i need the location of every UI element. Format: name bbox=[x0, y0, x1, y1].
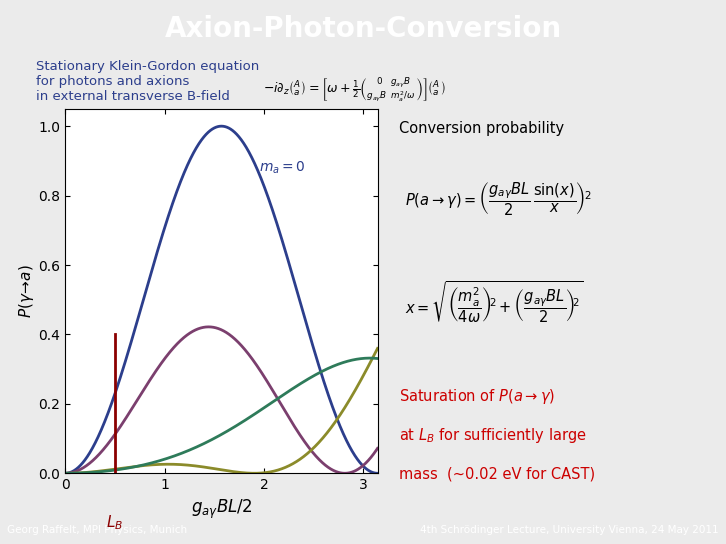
Text: Axion-Photon-Conversion: Axion-Photon-Conversion bbox=[164, 15, 562, 42]
Text: $m_a = 0$: $m_a = 0$ bbox=[259, 159, 306, 176]
Text: Stationary Klein-Gordon equation
for photons and axions
in external transverse B: Stationary Klein-Gordon equation for pho… bbox=[36, 60, 260, 103]
X-axis label: $g_{a\gamma}BL/2$: $g_{a\gamma}BL/2$ bbox=[190, 498, 253, 521]
Text: $x = \sqrt{\left(\dfrac{m_a^2}{4\omega}\right)^{\!\!2}+\left(\dfrac{g_{a\gamma}B: $x = \sqrt{\left(\dfrac{m_a^2}{4\omega}\… bbox=[405, 280, 584, 325]
Y-axis label: $P(\gamma\!\rightarrow\!a)$: $P(\gamma\!\rightarrow\!a)$ bbox=[17, 264, 36, 318]
Text: Conversion probability: Conversion probability bbox=[399, 121, 564, 135]
Text: at $L_B$ for sufficiently large: at $L_B$ for sufficiently large bbox=[399, 426, 587, 446]
Text: Saturation of $P(a \rightarrow \gamma)$: Saturation of $P(a \rightarrow \gamma)$ bbox=[399, 387, 555, 406]
Text: $-i\partial_z \binom{A}{a} = \left[\omega + \frac{1}{2}\binom{\;\;0\quad g_{a\ga: $-i\partial_z \binom{A}{a} = \left[\omeg… bbox=[264, 77, 446, 105]
Text: 4th Schrödinger Lecture, University Vienna, 24 May 2011: 4th Schrödinger Lecture, University Vien… bbox=[420, 525, 719, 535]
Text: $P(a \rightarrow \gamma) = \left(\dfrac{g_{a\gamma}BL}{2}\,\dfrac{\sin(x)}{x}\ri: $P(a \rightarrow \gamma) = \left(\dfrac{… bbox=[405, 180, 592, 218]
Text: $L_B$: $L_B$ bbox=[107, 513, 123, 532]
Text: Georg Raffelt, MPI Physics, Munich: Georg Raffelt, MPI Physics, Munich bbox=[7, 525, 187, 535]
Text: mass  (~0.02 eV for CAST): mass (~0.02 eV for CAST) bbox=[399, 466, 595, 481]
